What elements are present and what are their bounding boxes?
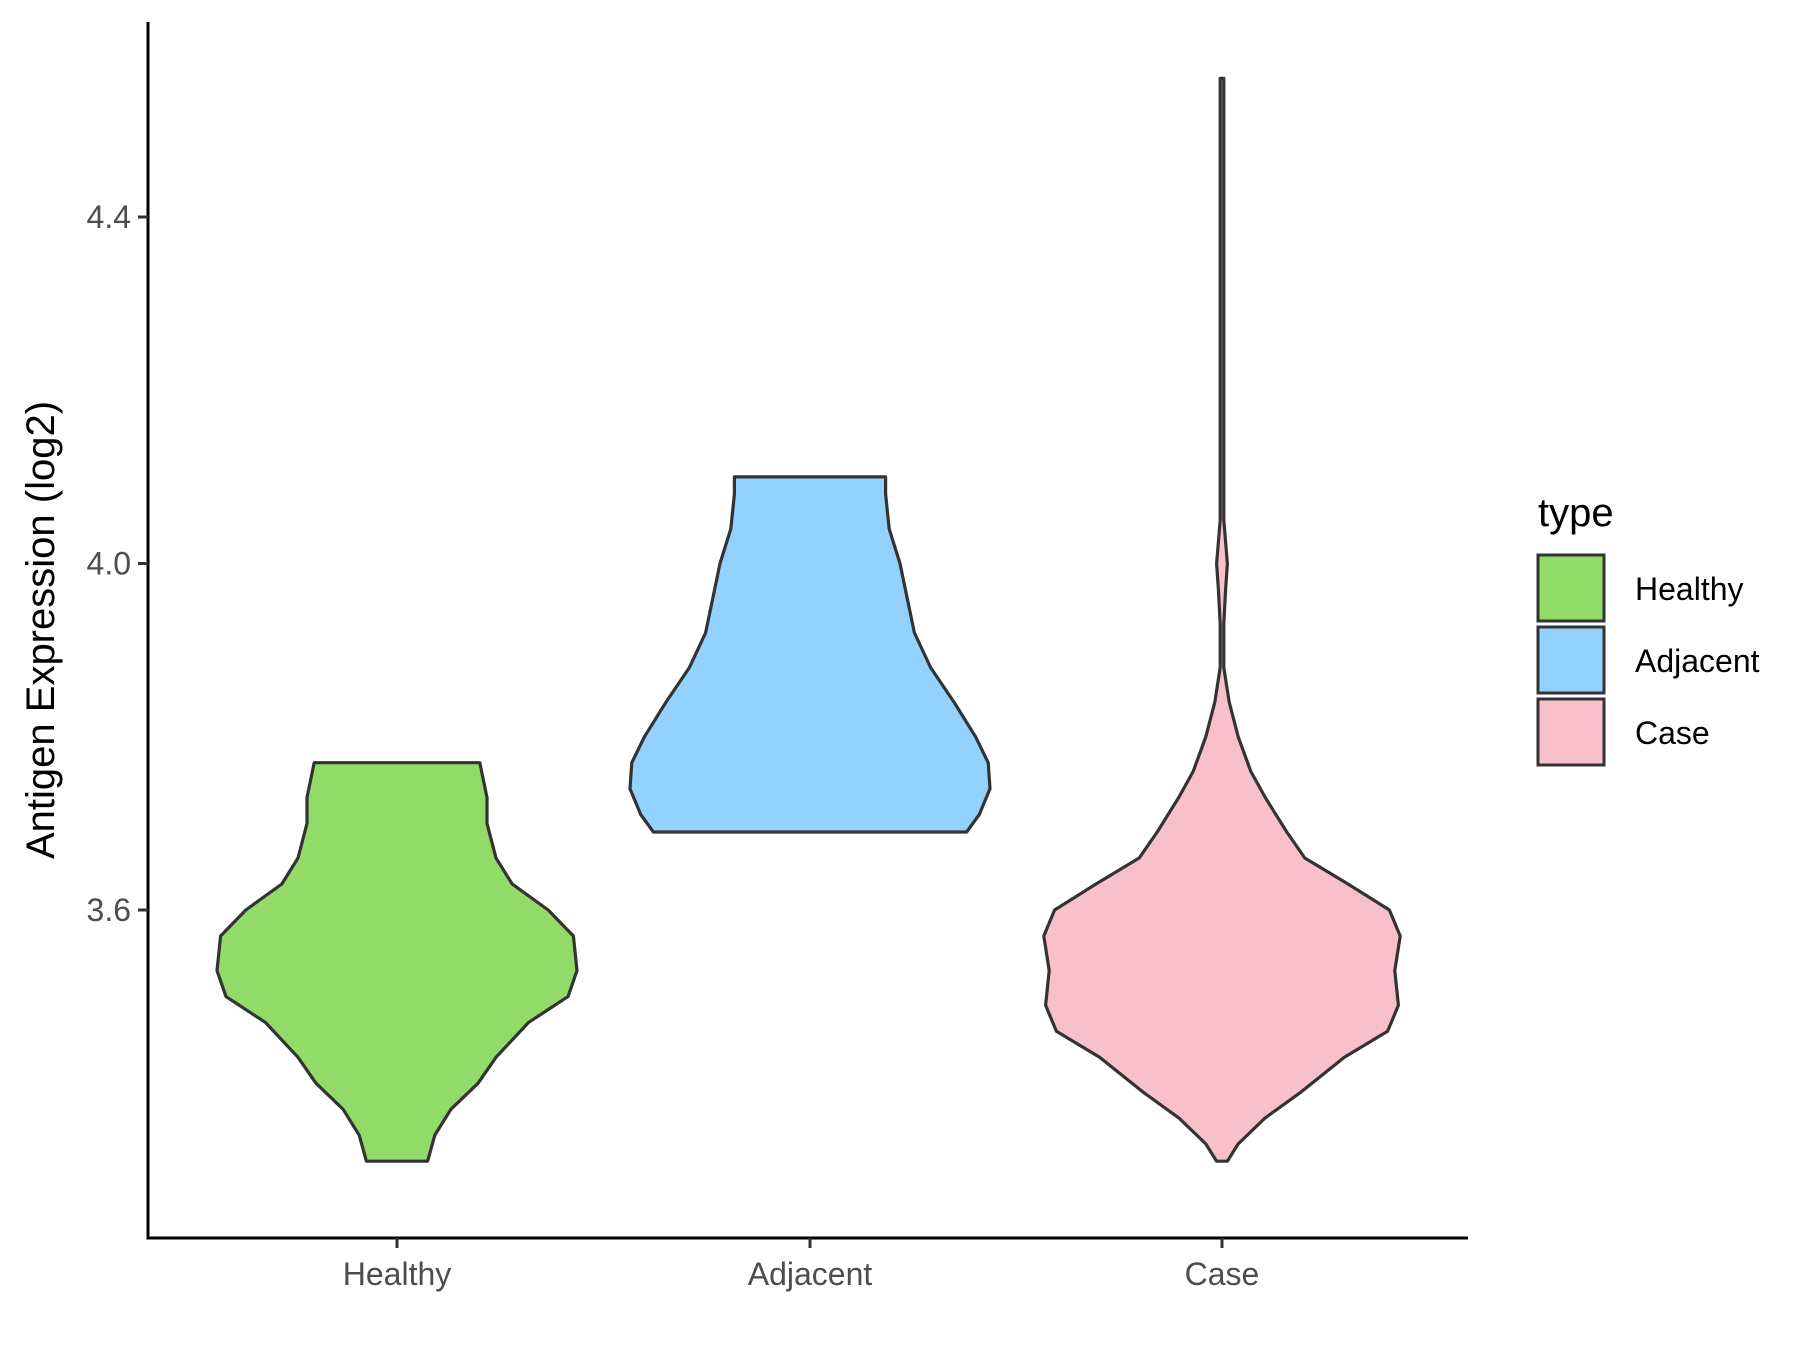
violin-case — [1042, 76, 1402, 1163]
legend-key-case — [1536, 697, 1606, 767]
legend-key-adjacent — [1536, 625, 1606, 695]
y-tick-label-4-4: 4.4 — [87, 199, 131, 235]
legend: Healthy Adjacent Case — [1536, 553, 1760, 767]
y-tick-label-3-6: 3.6 — [87, 892, 131, 928]
x-axis-ticks: Healthy Adjacent Case — [343, 1238, 1260, 1292]
legend-key-healthy — [1536, 553, 1606, 623]
violin-healthy — [215, 761, 579, 1163]
legend-label-healthy: Healthy — [1635, 571, 1744, 607]
violin-adjacent — [628, 475, 992, 834]
x-tick-label-adjacent: Adjacent — [748, 1256, 873, 1292]
x-tick-label-healthy: Healthy — [343, 1256, 452, 1292]
legend-label-case: Case — [1635, 715, 1710, 751]
x-tick-label-case: Case — [1185, 1256, 1260, 1292]
violins-layer — [215, 76, 1402, 1163]
legend-title: type — [1538, 491, 1614, 535]
y-axis-title: Antigen Expression (log2) — [19, 401, 63, 859]
legend-label-adjacent: Adjacent — [1635, 643, 1760, 679]
y-axis-ticks: 3.6 4.0 4.4 — [87, 199, 148, 928]
y-tick-label-4-0: 4.0 — [87, 546, 131, 582]
